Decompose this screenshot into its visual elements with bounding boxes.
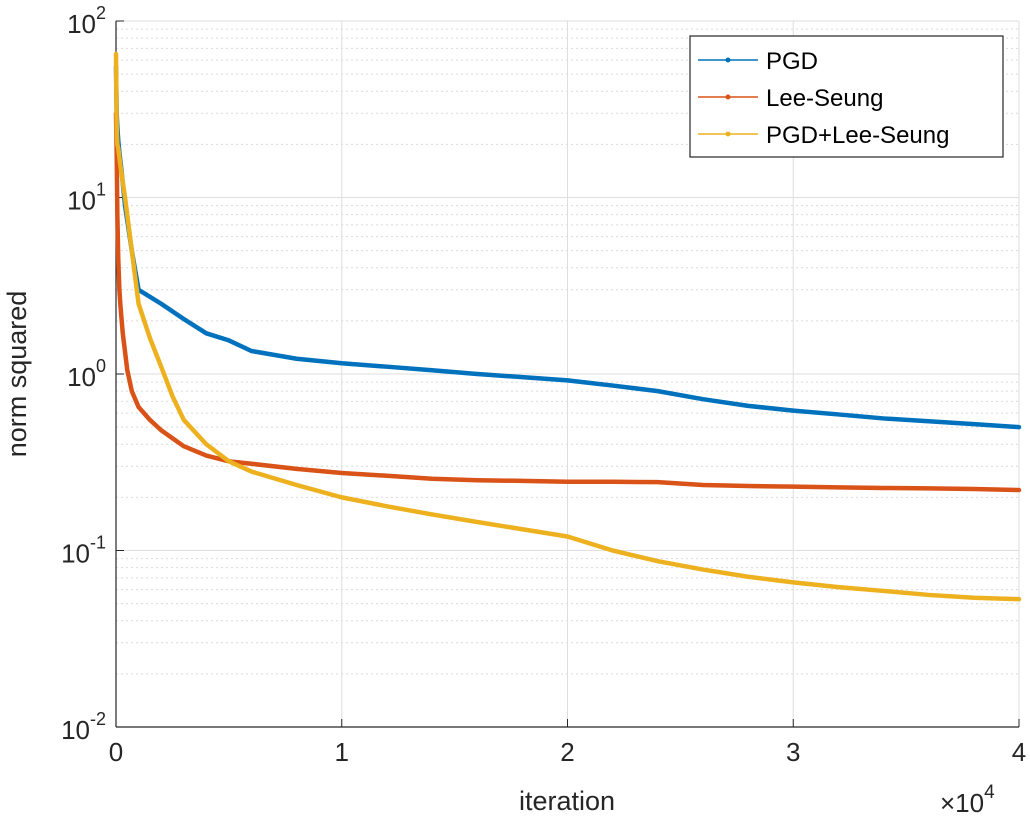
x-tick-label: 3: [786, 737, 800, 767]
y-tick-base: 10: [67, 9, 96, 39]
legend-marker-pgd: [725, 57, 731, 63]
x-tick-label: 4: [1012, 737, 1026, 767]
x-tick-label: 1: [335, 737, 349, 767]
y-tick-exponent: -1: [90, 533, 106, 553]
series-lines: [113, 51, 1022, 602]
y-tick-label: 100: [67, 356, 106, 392]
y-tick-base: 10: [67, 186, 96, 216]
y-tick-base: 10: [61, 715, 90, 745]
x-tick-label: 2: [560, 737, 574, 767]
y-tick-exponent: 0: [96, 356, 106, 376]
y-tick-label: 101: [67, 180, 106, 216]
y-tick-base: 10: [67, 362, 96, 392]
legend-label-pgd-lee-seung: PGD+Lee-Seung: [766, 122, 949, 149]
y-tick-exponent: 1: [96, 180, 106, 200]
x-axis-multiplier: ×104: [940, 782, 995, 818]
legend-label-lee-seung: Lee-Seung: [766, 85, 883, 112]
y-axis-label: norm squared: [2, 291, 32, 458]
x-multiplier-exponent: 4: [984, 782, 995, 803]
x-tick-label: 0: [109, 737, 123, 767]
series-line-pgd-lee-seung: [113, 51, 1022, 602]
legend-marker-lee-seung: [725, 94, 731, 100]
axis-labels: iteration norm squared ×104: [2, 291, 995, 818]
legend: PGD Lee-Seung PGD+Lee-Seung: [689, 35, 1004, 158]
y-tick-label: 10-1: [61, 533, 106, 569]
legend-marker-pgd-lee-seung: [725, 131, 731, 137]
y-tick-exponent: -2: [90, 709, 106, 729]
y-tick-exponent: 2: [96, 3, 106, 23]
x-axis-label: iteration: [519, 786, 615, 816]
y-tick-label: 102: [67, 3, 106, 39]
x-multiplier-base: ×10: [940, 788, 984, 818]
y-tick-label: 10-2: [61, 709, 106, 745]
series-line-lee-seung: [113, 111, 1022, 493]
legend-label-pgd: PGD: [766, 48, 818, 75]
y-tick-base: 10: [61, 539, 90, 569]
